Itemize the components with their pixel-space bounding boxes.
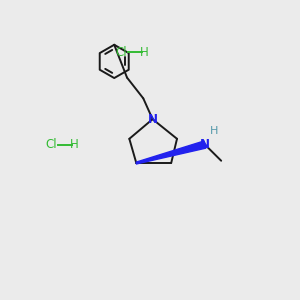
Text: Cl: Cl	[116, 46, 127, 59]
Text: H: H	[140, 46, 149, 59]
Polygon shape	[136, 141, 206, 164]
Text: H: H	[70, 138, 79, 151]
Text: N: N	[148, 113, 158, 126]
Text: H: H	[210, 126, 218, 136]
Text: N: N	[200, 138, 210, 151]
Text: Cl: Cl	[46, 138, 57, 151]
